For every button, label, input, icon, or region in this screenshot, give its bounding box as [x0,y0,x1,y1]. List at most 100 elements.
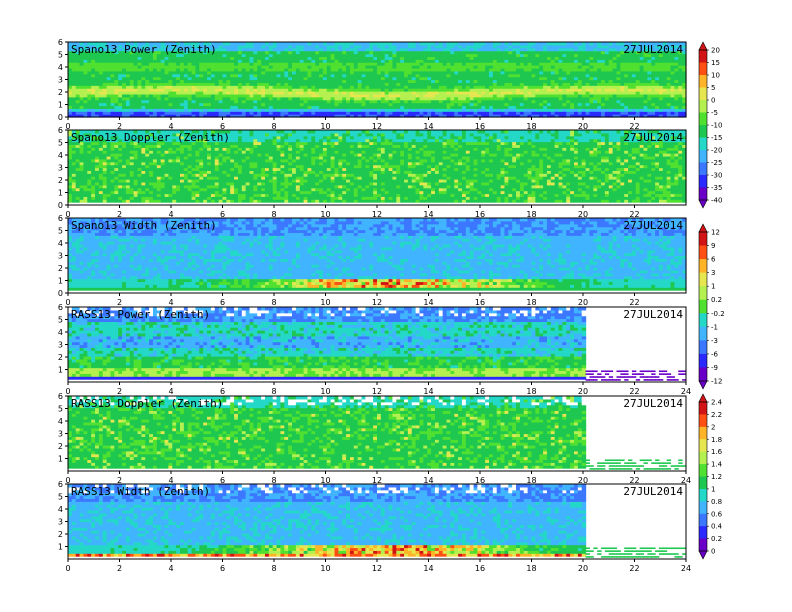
heat-cell [493,42,497,45]
y-tick-label: 2 [58,88,63,97]
heat-cell [450,42,454,45]
heat-cell [373,42,377,45]
heat-cell [253,42,257,45]
heat-cell [304,42,308,45]
heat-cell [265,42,269,45]
heat-cell [423,42,427,45]
heat-cell [439,42,443,45]
heat-cell [404,42,408,45]
heat-cell [543,42,547,45]
heat-cell [516,42,520,45]
heat-cell [331,42,335,45]
heat-cell [454,42,458,45]
heat-cell [261,42,265,45]
heat-cell [582,42,586,45]
heat-cell [335,42,339,45]
heat-cell [250,42,254,45]
heat-cell [238,42,242,45]
heat-cell [601,42,605,45]
heat-cell [570,42,574,45]
heat-cell [354,42,358,45]
panel-title: Spano13 Power (Zenith) [71,43,217,56]
y-tick-label: 3 [58,76,63,85]
heat-cell [319,42,323,45]
heat-cell [242,42,246,45]
heat-cell [547,42,551,45]
heat-cell [338,42,342,45]
heat-cell [562,42,566,45]
heat-cell [358,42,362,45]
heat-cell [277,42,281,45]
heat-cell [520,42,524,45]
heat-cell [223,42,227,45]
heat-cell [296,42,300,45]
heat-cell [497,42,501,45]
heat-cell [431,42,435,45]
heat-cell [559,42,563,45]
heat-cell [458,42,462,45]
heat-cell [327,42,331,45]
heat-cell [462,42,466,45]
heat-cell [381,42,385,45]
heat-cell [532,42,536,45]
heat-cell [485,42,489,45]
heat-cell [512,42,516,45]
heat-cell [524,42,528,45]
heat-cell [613,42,617,45]
heat-cell [273,42,277,45]
heat-cell [593,42,597,45]
heat-cell [566,42,570,45]
heat-cell [578,42,582,45]
heat-cell [226,42,230,45]
heat-cell [389,42,393,45]
heat-cell [323,42,327,45]
heat-cell [280,42,284,45]
heat-cell [589,42,593,45]
heat-cell [342,42,346,45]
heat-cell [427,42,431,45]
heat-cell [555,42,559,45]
heat-cell [489,42,493,45]
heat-cell [219,42,223,45]
heat-cell [307,42,311,45]
heat-cell [234,42,238,45]
heat-cell [574,42,578,45]
heat-cell [257,42,261,45]
heat-cell [300,42,304,45]
heat-cell [392,42,396,45]
heat-cell [470,42,474,45]
heat-cell [311,42,315,45]
heat-cell [362,42,366,45]
heat-cell [350,42,354,45]
heat-cell [230,42,234,45]
heat-cell [400,42,404,45]
heat-cell [288,42,292,45]
heat-cell [369,42,373,45]
heat-cell [269,42,273,45]
heat-cell [246,42,250,45]
heat-cell [551,42,555,45]
heat-cell [396,42,400,45]
heat-cell [609,42,613,45]
heat-cell [508,42,512,45]
y-tick-label: 4 [58,63,63,72]
heat-cell [466,42,470,45]
panel-date: 27JUL2014 [623,43,683,56]
heat-cell [477,42,481,45]
heat-cell [535,42,539,45]
heat-cell [284,42,288,45]
heat-cell [315,42,319,45]
heat-cell [365,42,369,45]
heat-cell [586,42,590,45]
y-tick-label: 1 [58,101,63,110]
heat-cell [616,42,620,45]
heat-cell [385,42,389,45]
heat-cell [416,42,420,45]
y-tick-label: 6 [58,38,63,47]
heat-cell [377,42,381,45]
panel-2: 01234560 2 4 6 8 10 12 14 16 18 20 22Spano13 Dopple… [58,126,687,219]
heat-cell [443,42,447,45]
heat-cell [346,42,350,45]
